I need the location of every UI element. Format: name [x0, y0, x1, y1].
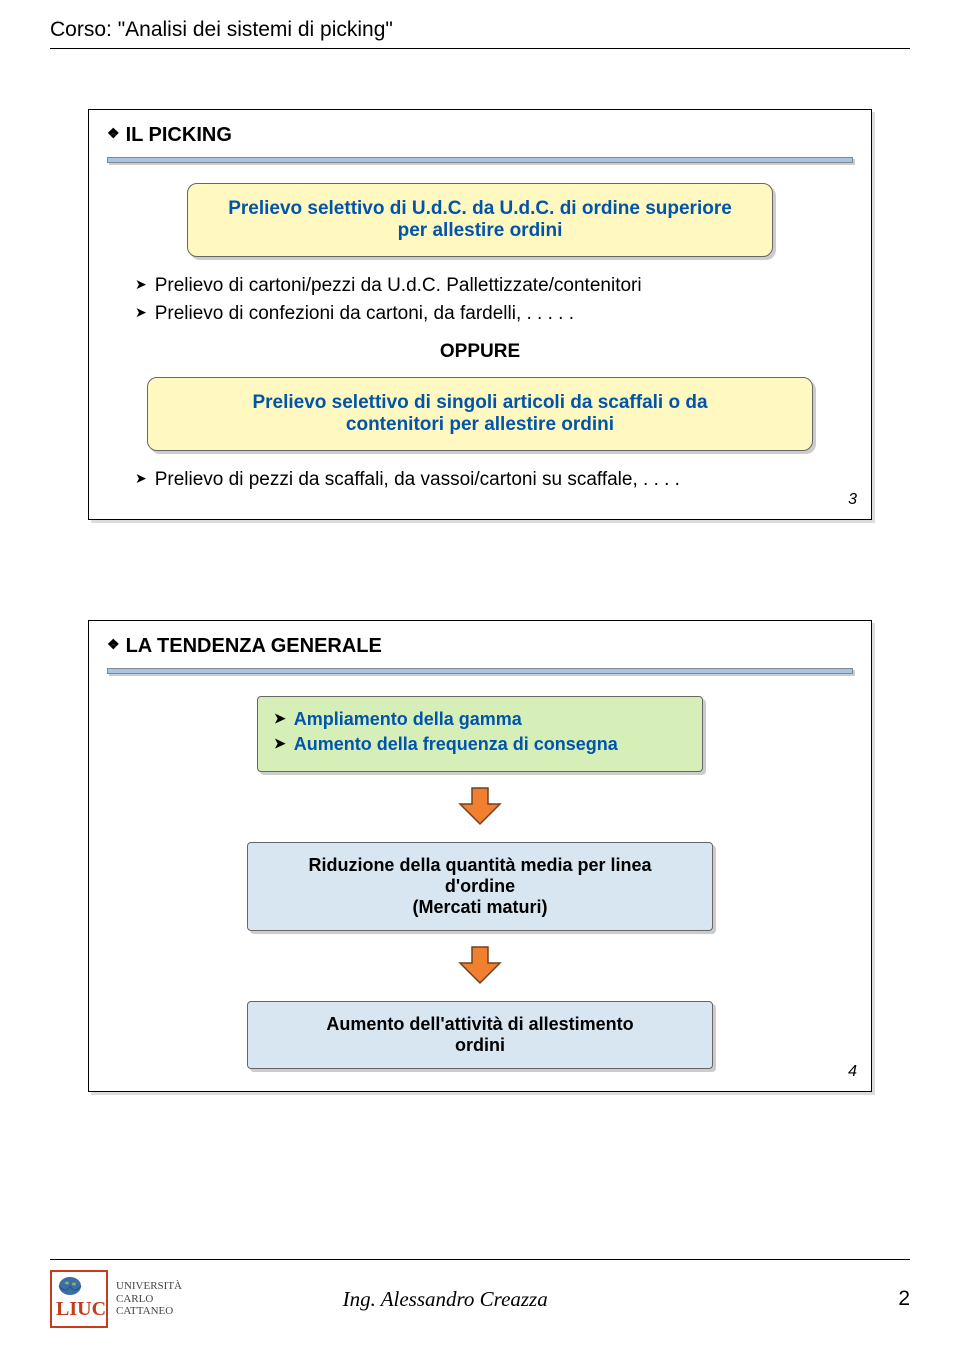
- yellow2-line2: contenitori per allestire ordini: [168, 414, 792, 436]
- yellow1-line2: per allestire ordini: [208, 220, 752, 242]
- arrow-icon: ➤: [135, 276, 147, 292]
- slide-number: 4: [848, 1063, 857, 1081]
- slide-number: 3: [848, 491, 857, 509]
- arrow-icon: ➤: [274, 735, 286, 751]
- logo-text: UNIVERSITÀ CARLO CATTANEO: [116, 1280, 182, 1318]
- blue2-line1: Aumento dell'attività di allestimento: [264, 1014, 696, 1035]
- blue-box-1: Riduzione della quantità media per linea…: [247, 842, 713, 931]
- slide2-title-text: LA TENDENZA GENERALE: [126, 635, 382, 657]
- green-text: Aumento della frequenza di consegna: [294, 734, 618, 754]
- slide1-title: ❖ IL PICKING: [107, 124, 853, 147]
- yellow-box-2: Prelievo selettivo di singoli articoli d…: [147, 377, 813, 451]
- page-footer: LIUC UNIVERSITÀ CARLO CATTANEO Ing. Ales…: [50, 1259, 910, 1328]
- list-item: ➤ Prelievo di cartoni/pezzi da U.d.C. Pal…: [135, 275, 853, 297]
- diamond-icon: ❖: [107, 125, 120, 141]
- slide-1: ❖ IL PICKING Prelievo selettivo di U.d.C.…: [88, 109, 872, 520]
- slide2-title: ❖ LA TENDENZA GENERALE: [107, 635, 853, 658]
- slide-2: ❖ LA TENDENZA GENERALE ➤ Ampliamento della…: [88, 620, 872, 1092]
- bullet-text: Prelievo di cartoni/pezzi da U.d.C. Pall…: [155, 275, 642, 296]
- bullet-text: Prelievo di pezzi da scaffali, da vassoi…: [155, 469, 680, 490]
- bullet-text: Prelievo di confezioni da cartoni, da fa…: [155, 303, 574, 324]
- slide1-title-text: IL PICKING: [126, 124, 232, 146]
- diamond-icon: ❖: [107, 636, 120, 652]
- logo-line2: CARLO: [116, 1293, 182, 1306]
- logo-group: LIUC UNIVERSITÀ CARLO CATTANEO: [50, 1270, 182, 1328]
- footer-divider: [50, 1259, 910, 1260]
- bullet-list-1: ➤ Prelievo di cartoni/pezzi da U.d.C. Pal…: [135, 275, 853, 325]
- liuc-logo-icon: LIUC: [50, 1270, 108, 1328]
- yellow1-line1: Prelievo selettivo di U.d.C. da U.d.C. d…: [208, 198, 752, 220]
- list-item: ➤ Prelievo di confezioni da cartoni, da f…: [135, 303, 853, 325]
- list-item: ➤ Ampliamento della gamma: [274, 709, 686, 730]
- blue-divider: [107, 668, 853, 674]
- course-prefix: Corso:: [50, 18, 118, 41]
- author-name: Ing. Alessandro Creazza: [343, 1287, 548, 1312]
- svg-text:LIUC: LIUC: [56, 1298, 106, 1320]
- blue1-line3: (Mercati maturi): [264, 897, 696, 918]
- logo-line3: CATTANEO: [116, 1305, 182, 1318]
- yellow2-line1: Prelievo selettivo di singoli articoli d…: [168, 392, 792, 414]
- oppure-label: OPPURE: [107, 341, 853, 363]
- blue1-line2: d'ordine: [264, 876, 696, 897]
- blue2-line2: ordini: [264, 1035, 696, 1056]
- header-divider: [50, 48, 910, 49]
- list-item: ➤ Aumento della frequenza di consegna: [274, 734, 686, 755]
- page-number: 2: [898, 1287, 910, 1311]
- green-text: Ampliamento della gamma: [294, 709, 522, 729]
- arrow-down-icon: [456, 786, 504, 826]
- blue1-line1: Riduzione della quantità media per linea: [264, 855, 696, 876]
- blue-divider: [107, 157, 853, 163]
- arrow-icon: ➤: [135, 470, 147, 486]
- course-title: "Analisi dei sistemi di picking": [118, 18, 393, 41]
- list-item: ➤ Prelievo di pezzi da scaffali, da vasso…: [135, 469, 853, 491]
- arrow-icon: ➤: [274, 710, 286, 726]
- green-box: ➤ Ampliamento della gamma ➤ Aumento della …: [257, 696, 703, 772]
- bullet-list-2: ➤ Prelievo di pezzi da scaffali, da vasso…: [135, 469, 853, 491]
- course-header: Corso: "Analisi dei sistemi di picking": [0, 0, 960, 46]
- blue-box-2: Aumento dell'attività di allestimento or…: [247, 1001, 713, 1069]
- arrow-icon: ➤: [135, 304, 147, 320]
- yellow-box-1: Prelievo selettivo di U.d.C. da U.d.C. d…: [187, 183, 773, 257]
- logo-line1: UNIVERSITÀ: [116, 1280, 182, 1293]
- arrow-down-icon: [456, 945, 504, 985]
